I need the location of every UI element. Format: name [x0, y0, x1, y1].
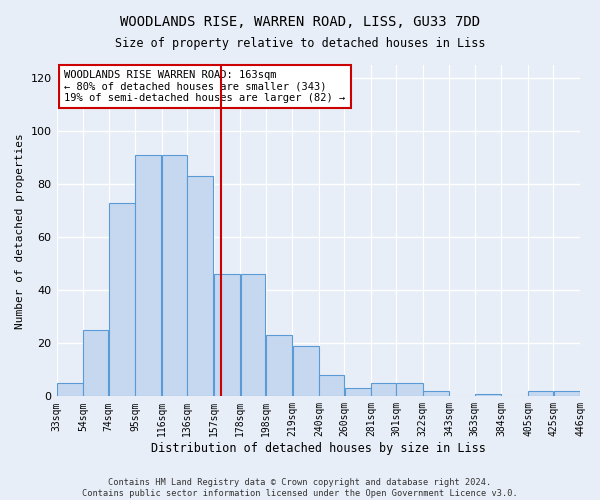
- Bar: [241, 274, 265, 396]
- Bar: [423, 391, 449, 396]
- Bar: [371, 383, 396, 396]
- Bar: [214, 274, 240, 396]
- Bar: [319, 375, 344, 396]
- X-axis label: Distribution of detached houses by size in Liss: Distribution of detached houses by size …: [151, 442, 486, 455]
- Text: WOODLANDS RISE, WARREN ROAD, LISS, GU33 7DD: WOODLANDS RISE, WARREN ROAD, LISS, GU33 …: [120, 15, 480, 29]
- Bar: [162, 155, 187, 396]
- Bar: [528, 391, 553, 396]
- Bar: [554, 391, 580, 396]
- Bar: [187, 176, 214, 396]
- Bar: [266, 336, 292, 396]
- Bar: [344, 388, 371, 396]
- Bar: [109, 203, 135, 396]
- Bar: [57, 383, 83, 396]
- Y-axis label: Number of detached properties: Number of detached properties: [15, 133, 25, 328]
- Text: Size of property relative to detached houses in Liss: Size of property relative to detached ho…: [115, 38, 485, 51]
- Text: Contains HM Land Registry data © Crown copyright and database right 2024.
Contai: Contains HM Land Registry data © Crown c…: [82, 478, 518, 498]
- Bar: [475, 394, 501, 396]
- Text: WOODLANDS RISE WARREN ROAD: 163sqm
← 80% of detached houses are smaller (343)
19: WOODLANDS RISE WARREN ROAD: 163sqm ← 80%…: [64, 70, 346, 103]
- Bar: [397, 383, 422, 396]
- Bar: [293, 346, 319, 397]
- Bar: [136, 155, 161, 396]
- Bar: [83, 330, 108, 396]
